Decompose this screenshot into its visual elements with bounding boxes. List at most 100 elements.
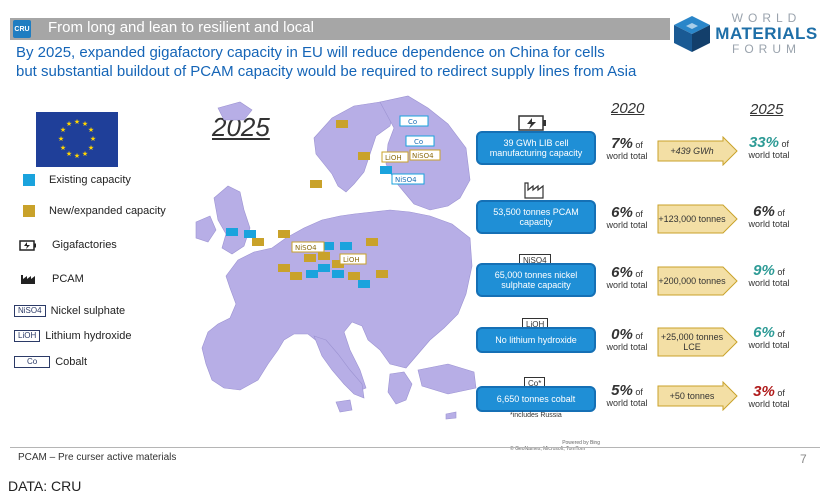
lithium-tag: LiOH [14, 330, 41, 342]
new-capacity-marker [278, 230, 290, 238]
svg-text:★: ★ [60, 144, 66, 152]
new-swatch [23, 205, 35, 217]
new-capacity-marker [310, 180, 322, 188]
data-source: DATA: CRU [8, 478, 82, 494]
greece-shape [387, 371, 413, 405]
new-capacity-marker [358, 152, 370, 160]
pct-2025-lithium: 6% of world total [748, 324, 790, 350]
row-capacity-cobalt: 6,650 tonnes cobalt [476, 386, 596, 412]
scandinavia-shape [313, 101, 395, 193]
mainland-europe-shape [201, 209, 473, 393]
existing-capacity-marker [322, 242, 334, 250]
svg-text:★: ★ [74, 152, 80, 160]
factory-large-icon [524, 181, 544, 201]
row-capacity-cells: 39 GWh LIB cell manufacturing capacity [476, 131, 596, 165]
growth-arrow-nickel: +200,000 tonnes [657, 266, 739, 296]
nickel-tag: NiSO4 [14, 305, 46, 317]
legend-lithium-label: Lithium hydroxide [45, 330, 132, 342]
svg-text:★: ★ [66, 120, 72, 128]
slide-section-title: From long and lean to resilient and loca… [48, 19, 314, 36]
map-label-lithium: LiOH [385, 154, 402, 162]
legend-cobalt-label: Cobalt [55, 356, 88, 368]
battery-large-icon [518, 114, 548, 134]
brand-line-2: MATERIALS [715, 24, 818, 43]
svg-text:★: ★ [74, 118, 80, 126]
pct-2025-cells: 33% of world total [748, 134, 790, 160]
headline-line-1: By 2025, expanded gigafactory capacity i… [16, 44, 605, 61]
title-bar [10, 18, 670, 40]
footnote-russia: *includes Russia [510, 412, 562, 419]
svg-text:★: ★ [82, 120, 88, 128]
row-capacity-pcam: 53,500 tonnes PCAM capacity [476, 200, 596, 234]
legend-lithium: LiOH Lithium hydroxide [14, 330, 131, 342]
legend-new: New/expanded capacity [14, 205, 166, 217]
pct-2020-nickel: 6% of world total [606, 264, 648, 290]
footer-divider [10, 447, 820, 448]
legend-nickel: NiSO4 Nickel sulphate [14, 305, 125, 317]
legend-pcam-label: PCAM [52, 273, 84, 285]
pct-2025-pcam: 6% of world total [748, 203, 790, 229]
legend-new-label: New/expanded capacity [49, 205, 166, 217]
pct-2020-cells: 7% of world total [606, 135, 648, 161]
new-capacity-marker [304, 254, 316, 262]
growth-nickel: +200,000 tonnes [658, 276, 726, 286]
attribution-line-1: Powered by Bing [562, 440, 600, 446]
europe-map: Co Co LiOH NiSO4 NiSO4 NiSO4 LiOH [195, 95, 477, 420]
cube-logo-icon [674, 16, 710, 52]
existing-capacity-marker [226, 228, 238, 236]
uk-shape [213, 185, 251, 255]
growth-pcam: +123,000 tonnes [658, 214, 726, 224]
growth-arrow-cells: +439 GWh [657, 136, 739, 166]
new-capacity-marker [278, 264, 290, 272]
ireland-shape [195, 215, 217, 243]
eu-flag: ★ ★ ★ ★ ★ ★ ★ ★ ★ ★ ★ ★ [36, 112, 118, 167]
map-label-cobalt: Co [414, 138, 423, 146]
pct-2020-pcam: 6% of world total [606, 204, 648, 230]
pct-2025-nickel: 9% of world total [748, 262, 790, 288]
pct-2020-cobalt: 5% of world total [606, 382, 648, 408]
cobalt-tag: Co [14, 356, 51, 368]
new-capacity-marker [318, 252, 330, 260]
legend-existing-label: Existing capacity [49, 174, 131, 186]
existing-capacity-marker [318, 264, 330, 272]
svg-text:★: ★ [88, 126, 94, 134]
existing-capacity-marker [306, 270, 318, 278]
footer-note: PCAM – Pre curser active materials [18, 452, 177, 463]
year-2025-header: 2025 [750, 101, 784, 118]
headline: By 2025, expanded gigafactory capacity i… [16, 43, 716, 81]
brand-line-3: FORUM [732, 42, 801, 56]
new-capacity-marker [348, 272, 360, 280]
svg-text:★: ★ [66, 150, 72, 158]
eu-stars-icon: ★ ★★ ★★★ ★★★ ★★★ [58, 118, 96, 160]
existing-capacity-marker [358, 280, 370, 288]
attribution-line-2: © GeoNames, Microsoft, TomTom [510, 446, 585, 452]
legend-nickel-label: Nickel sulphate [50, 305, 126, 317]
map-label-nickel: NiSO4 [295, 244, 317, 252]
map-attribution: Powered by Bing © GeoNames, Microsoft, T… [510, 440, 600, 452]
pct-2025-cobalt: 3% of world total [748, 383, 790, 409]
brand-line-1: WORLD [731, 11, 802, 25]
cyprus-shape [445, 411, 457, 420]
new-capacity-marker [252, 238, 264, 246]
map-label-nickel: NiSO4 [412, 152, 434, 160]
legend-existing: Existing capacity [14, 174, 131, 186]
growth-cobalt: +50 tonnes [669, 391, 715, 401]
existing-capacity-marker [380, 166, 392, 174]
svg-text:★: ★ [90, 135, 96, 143]
legend-gigafactories-label: Gigafactories [52, 239, 117, 251]
existing-capacity-marker [332, 270, 344, 278]
growth-arrow-cobalt: +50 tonnes [657, 381, 739, 411]
legend-gigafactories: Gigafactories [14, 239, 117, 251]
legend-cobalt: Co Cobalt [14, 356, 87, 368]
svg-text:★: ★ [82, 150, 88, 158]
svg-text:★: ★ [88, 144, 94, 152]
growth-cells: +439 GWh [670, 146, 714, 156]
existing-swatch [23, 174, 35, 186]
battery-icon [18, 239, 38, 251]
page-number: 7 [800, 452, 807, 466]
new-capacity-marker [290, 272, 302, 280]
new-capacity-marker [376, 270, 388, 278]
row-capacity-nickel: 65,000 tonnes nickel sulphate capacity [476, 263, 596, 297]
world-materials-forum-logo: WORLD MATERIALS FORUM [672, 12, 822, 58]
map-label-nickel: NiSO4 [395, 176, 417, 184]
